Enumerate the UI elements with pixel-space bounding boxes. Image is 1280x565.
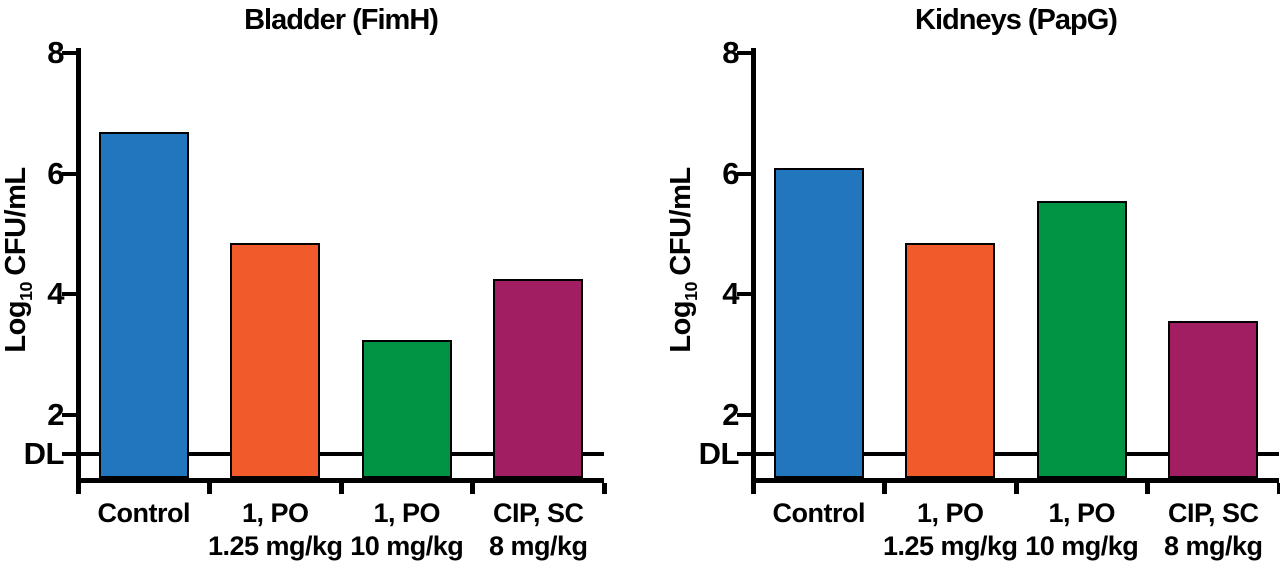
plot-area bbox=[750, 48, 1279, 483]
bar-1-po-1-25-mg-kg bbox=[230, 243, 321, 478]
category-label-1-po-1-25-mg-kg: 1, PO 1.25 mg/kg bbox=[855, 497, 1045, 563]
chart-kidneys: Kidneys (PapG) Log10CFU/mL 8 6 4 2 DL Control… bbox=[640, 0, 1280, 565]
x-tick bbox=[338, 483, 344, 494]
category-label-1-po-10-mg-kg: 1, PO 10 mg/kg bbox=[987, 497, 1177, 563]
category-label-line1: 1, PO bbox=[1048, 498, 1116, 528]
x-tick bbox=[1276, 483, 1280, 494]
y-tick-mark bbox=[62, 292, 77, 297]
y-tick-label: 4 bbox=[722, 276, 739, 312]
y-tick-label: 4 bbox=[47, 276, 64, 312]
chart-bladder: Bladder (FimH) Log10CFU/mL 8 6 4 2 DL Control… bbox=[0, 4, 633, 563]
detection-limit-label: DL bbox=[23, 435, 65, 471]
bar-1-po-10-mg-kg bbox=[1036, 201, 1127, 478]
x-tick bbox=[750, 483, 756, 494]
y-tick-label: 2 bbox=[722, 396, 739, 432]
detection-limit-label: DL bbox=[698, 435, 740, 471]
plot-area bbox=[75, 48, 604, 483]
category-label-cip-sc-8-mg-kg: CIP, SC 8 mg/kg bbox=[443, 497, 633, 563]
category-label-line2: 1.25 mg/kg bbox=[207, 531, 343, 561]
bar-1-po-1-25-mg-kg bbox=[905, 243, 996, 478]
category-label-line1: Control bbox=[772, 498, 866, 528]
category-label-line1: CIP, SC bbox=[1167, 498, 1259, 528]
x-tick bbox=[207, 483, 212, 494]
chart-title: Bladder (FimH) bbox=[244, 4, 439, 36]
category-label-line1: Control bbox=[97, 498, 191, 528]
category-label-line1: 1, PO bbox=[916, 498, 984, 528]
detection-limit-line bbox=[80, 451, 604, 456]
category-label-control: Control bbox=[49, 497, 239, 530]
y-axis-label: Log10CFU/mL bbox=[0, 80, 36, 440]
detection-limit-mark bbox=[62, 451, 77, 456]
bar-1-po-10-mg-kg bbox=[361, 339, 452, 478]
x-tick bbox=[882, 483, 887, 494]
category-label-line1: 1, PO bbox=[241, 498, 309, 528]
y-tick-mark bbox=[62, 412, 77, 417]
y-axis-label: Log10CFU/mL bbox=[664, 80, 701, 440]
bar-cip-sc-8-mg-kg bbox=[1168, 321, 1259, 478]
y-tick-mark bbox=[737, 412, 752, 417]
x-tick bbox=[601, 483, 607, 494]
bar-control bbox=[773, 167, 864, 478]
category-label-line2: 10 mg/kg bbox=[1025, 531, 1139, 561]
category-label-line2: 8 mg/kg bbox=[488, 531, 588, 561]
category-label-line2: 1.25 mg/kg bbox=[882, 531, 1018, 561]
category-label-line1: 1, PO bbox=[373, 498, 441, 528]
detection-limit-line bbox=[755, 451, 1279, 456]
x-tick bbox=[75, 483, 81, 494]
bar-cip-sc-8-mg-kg bbox=[493, 279, 584, 478]
x-tick bbox=[1013, 483, 1019, 494]
x-tick bbox=[1145, 483, 1150, 494]
y-tick-label: 6 bbox=[722, 155, 739, 191]
detection-limit-mark bbox=[737, 451, 752, 456]
x-tick bbox=[470, 483, 475, 494]
y-tick-label: 6 bbox=[47, 155, 64, 191]
y-tick-mark bbox=[737, 171, 752, 176]
y-tick-mark bbox=[62, 171, 77, 176]
category-label-control: Control bbox=[724, 497, 914, 530]
category-label-cip-sc-8-mg-kg: CIP, SC 8 mg/kg bbox=[1118, 497, 1280, 563]
bar-control bbox=[98, 131, 189, 478]
y-tick-label: 8 bbox=[722, 35, 739, 71]
y-tick-mark bbox=[62, 51, 77, 56]
category-label-1-po-10-mg-kg: 1, PO 10 mg/kg bbox=[312, 497, 502, 563]
y-tick-mark bbox=[737, 292, 752, 297]
category-label-1-po-1-25-mg-kg: 1, PO 1.25 mg/kg bbox=[180, 497, 370, 563]
category-label-line1: CIP, SC bbox=[492, 498, 584, 528]
y-tick-mark bbox=[737, 51, 752, 56]
y-tick-label: 2 bbox=[47, 396, 64, 432]
y-tick-label: 8 bbox=[47, 35, 64, 71]
category-label-line2: 10 mg/kg bbox=[350, 531, 464, 561]
category-label-line2: 8 mg/kg bbox=[1163, 531, 1263, 561]
chart-title: Kidneys (PapG) bbox=[915, 4, 1118, 36]
